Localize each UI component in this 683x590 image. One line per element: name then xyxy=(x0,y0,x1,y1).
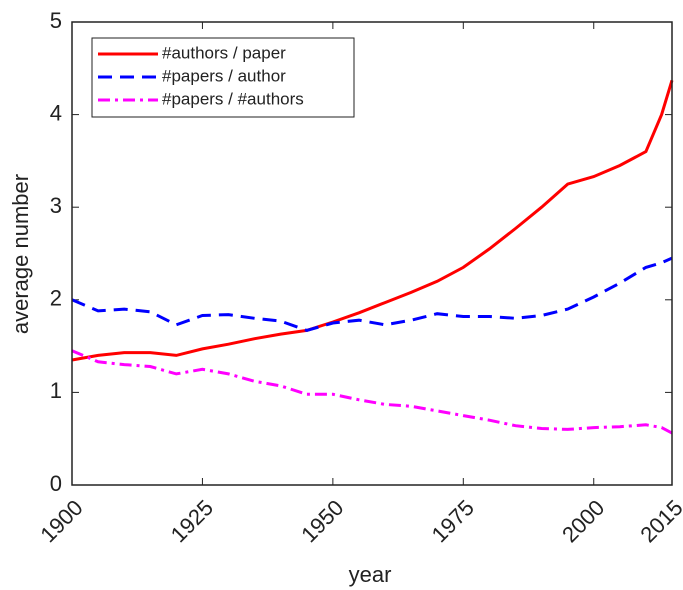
series-line xyxy=(71,256,673,332)
y-tick-label: 2 xyxy=(50,286,62,311)
series-line xyxy=(71,79,674,362)
x-axis-label: year xyxy=(349,562,392,587)
x-tick-label: 1950 xyxy=(296,495,348,547)
legend-box xyxy=(91,37,355,118)
legend: #authors / paper #papers / author #papers … xyxy=(91,37,355,118)
y-tick-label: 5 xyxy=(50,8,62,33)
x-tick-label: 2015 xyxy=(635,495,683,547)
y-tick-label: 3 xyxy=(50,193,62,218)
y-tick-label: 1 xyxy=(50,378,62,403)
legend-label: #authors / paper xyxy=(162,43,286,62)
series-line xyxy=(71,349,673,435)
y-tick-label: 0 xyxy=(50,471,62,496)
legend-label: #papers / #authors xyxy=(162,89,304,108)
y-axis-label: average number xyxy=(8,174,33,334)
x-tick-label: 1975 xyxy=(427,495,479,547)
x-tick-label: 2000 xyxy=(557,495,609,547)
x-tick-label: 1900 xyxy=(35,495,87,547)
plot-frame xyxy=(71,21,673,486)
legend-label: #papers / author xyxy=(162,66,286,85)
x-tick-label: 1925 xyxy=(166,495,218,547)
y-tick-label: 4 xyxy=(50,100,62,125)
